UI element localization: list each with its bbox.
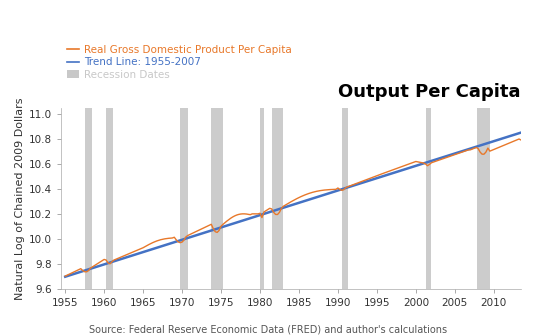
Bar <box>211 108 223 289</box>
Text: Source: Federal Reserve Economic Data (FRED) and author's calculations: Source: Federal Reserve Economic Data (F… <box>89 325 447 335</box>
Bar <box>260 108 264 289</box>
Bar <box>478 108 490 289</box>
Bar <box>426 108 430 289</box>
Bar <box>342 108 348 289</box>
Bar <box>85 108 92 289</box>
Bar <box>180 108 188 289</box>
Y-axis label: Natural Log of Chained 2009 Dollars: Natural Log of Chained 2009 Dollars <box>15 97 25 300</box>
Bar <box>272 108 282 289</box>
Legend: Real Gross Domestic Product Per Capita, Trend Line: 1955-2007, Recession Dates: Real Gross Domestic Product Per Capita, … <box>66 45 292 80</box>
Bar <box>106 108 113 289</box>
Text: Output Per Capita: Output Per Capita <box>339 83 521 101</box>
